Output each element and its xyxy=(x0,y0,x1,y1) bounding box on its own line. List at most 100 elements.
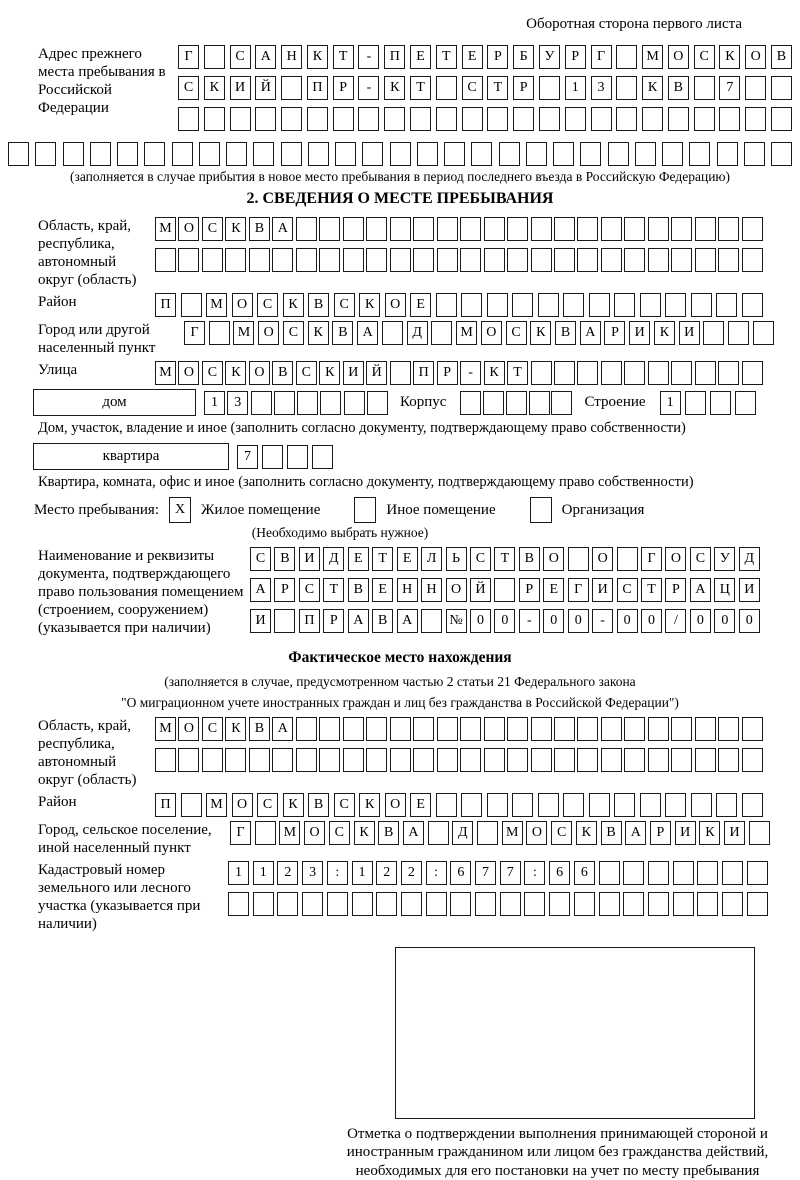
char-cell[interactable] xyxy=(671,747,693,772)
char-cell[interactable]: С xyxy=(282,321,304,346)
char-cell[interactable] xyxy=(487,107,509,131)
char-cell[interactable] xyxy=(616,45,638,69)
char-cell[interactable]: С xyxy=(229,45,251,69)
char-cell[interactable] xyxy=(483,390,505,415)
char-cell[interactable]: 0 xyxy=(689,609,711,634)
char-cell[interactable]: О xyxy=(178,361,200,386)
char-cell[interactable]: А xyxy=(402,820,424,845)
char-cell[interactable] xyxy=(697,860,719,885)
char-cell[interactable] xyxy=(697,891,719,916)
char-cell[interactable]: О xyxy=(445,578,467,603)
char-cell[interactable]: О xyxy=(178,716,200,741)
char-cell[interactable]: Й xyxy=(255,76,277,100)
char-cell[interactable] xyxy=(295,248,317,273)
char-cell[interactable] xyxy=(413,716,435,741)
char-cell[interactable]: К xyxy=(353,820,375,845)
char-cell[interactable] xyxy=(178,248,200,273)
char-cell[interactable] xyxy=(770,76,792,100)
char-cell[interactable] xyxy=(672,860,694,885)
char-cell[interactable]: О xyxy=(592,547,614,572)
char-cell[interactable] xyxy=(716,142,738,166)
char-cell[interactable]: Д xyxy=(452,820,474,845)
char-cell[interactable] xyxy=(427,820,449,845)
char-cell[interactable]: 6 xyxy=(450,860,472,885)
char-cell[interactable] xyxy=(413,248,435,273)
char-cell[interactable] xyxy=(297,390,319,415)
char-cell[interactable] xyxy=(728,321,750,346)
char-cell[interactable] xyxy=(563,792,585,817)
char-cell[interactable]: Т xyxy=(323,578,345,603)
char-cell[interactable] xyxy=(553,217,575,242)
char-cell[interactable] xyxy=(499,891,521,916)
char-cell[interactable] xyxy=(389,747,411,772)
char-cell[interactable] xyxy=(384,107,406,131)
char-cell[interactable]: Г xyxy=(184,321,205,346)
char-cell[interactable]: К xyxy=(225,716,247,741)
char-cell[interactable]: Т xyxy=(641,578,662,603)
char-cell[interactable] xyxy=(505,390,527,415)
char-cell[interactable]: 3 xyxy=(302,860,324,885)
char-cell[interactable] xyxy=(295,716,317,741)
char-cell[interactable] xyxy=(226,142,247,166)
char-cell[interactable] xyxy=(254,820,276,845)
char-cell[interactable]: К xyxy=(203,76,225,100)
char-cell[interactable] xyxy=(577,716,599,741)
char-cell[interactable] xyxy=(551,390,573,415)
char-cell[interactable] xyxy=(461,293,483,318)
char-cell[interactable]: Р xyxy=(332,76,354,100)
char-cell[interactable]: С xyxy=(201,361,223,386)
char-cell[interactable]: В xyxy=(518,547,540,572)
char-cell[interactable]: О xyxy=(665,547,687,572)
char-cell[interactable] xyxy=(460,217,482,242)
char-cell[interactable] xyxy=(580,142,602,166)
char-cell[interactable] xyxy=(564,107,586,131)
char-cell[interactable]: С xyxy=(693,45,715,69)
char-cell[interactable]: Р xyxy=(604,321,626,346)
char-cell[interactable] xyxy=(494,578,516,603)
char-cell[interactable]: О xyxy=(480,321,502,346)
char-cell[interactable] xyxy=(624,747,646,772)
char-cell[interactable]: П xyxy=(384,45,406,69)
char-cell[interactable] xyxy=(525,142,547,166)
stay-option-residential-checkbox[interactable]: X xyxy=(169,497,191,524)
char-cell[interactable]: С xyxy=(295,361,317,386)
char-cell[interactable]: С xyxy=(461,76,483,100)
char-cell[interactable] xyxy=(342,248,364,273)
char-cell[interactable] xyxy=(436,217,458,242)
char-cell[interactable] xyxy=(343,390,365,415)
char-cell[interactable] xyxy=(203,45,225,69)
char-cell[interactable]: О xyxy=(667,45,689,69)
char-cell[interactable] xyxy=(435,107,457,131)
char-cell[interactable]: С xyxy=(298,578,320,603)
char-cell[interactable] xyxy=(201,747,223,772)
char-cell[interactable]: Е xyxy=(410,45,432,69)
char-cell[interactable] xyxy=(693,107,715,131)
char-cell[interactable] xyxy=(253,142,275,166)
char-cell[interactable]: Г xyxy=(641,547,662,572)
char-cell[interactable]: О xyxy=(231,792,253,817)
char-cell[interactable]: М xyxy=(155,716,176,741)
char-cell[interactable] xyxy=(577,747,599,772)
char-cell[interactable]: К xyxy=(225,217,247,242)
char-cell[interactable] xyxy=(507,747,529,772)
char-cell[interactable] xyxy=(530,716,552,741)
char-cell[interactable] xyxy=(400,891,422,916)
char-cell[interactable]: - xyxy=(358,76,380,100)
char-cell[interactable]: С xyxy=(689,547,711,572)
char-cell[interactable]: В xyxy=(248,716,270,741)
char-cell[interactable] xyxy=(743,142,765,166)
char-cell[interactable] xyxy=(444,142,465,166)
char-cell[interactable]: В xyxy=(272,361,294,386)
char-cell[interactable] xyxy=(718,248,740,273)
char-cell[interactable]: С xyxy=(333,792,355,817)
char-cell[interactable] xyxy=(358,107,380,131)
char-cell[interactable]: И xyxy=(674,820,696,845)
char-cell[interactable] xyxy=(553,142,574,166)
char-cell[interactable] xyxy=(436,248,458,273)
char-cell[interactable]: А xyxy=(689,578,711,603)
char-cell[interactable] xyxy=(694,217,716,242)
char-cell[interactable] xyxy=(600,248,622,273)
char-cell[interactable] xyxy=(716,792,738,817)
char-cell[interactable] xyxy=(694,747,716,772)
char-cell[interactable]: Т xyxy=(494,547,516,572)
